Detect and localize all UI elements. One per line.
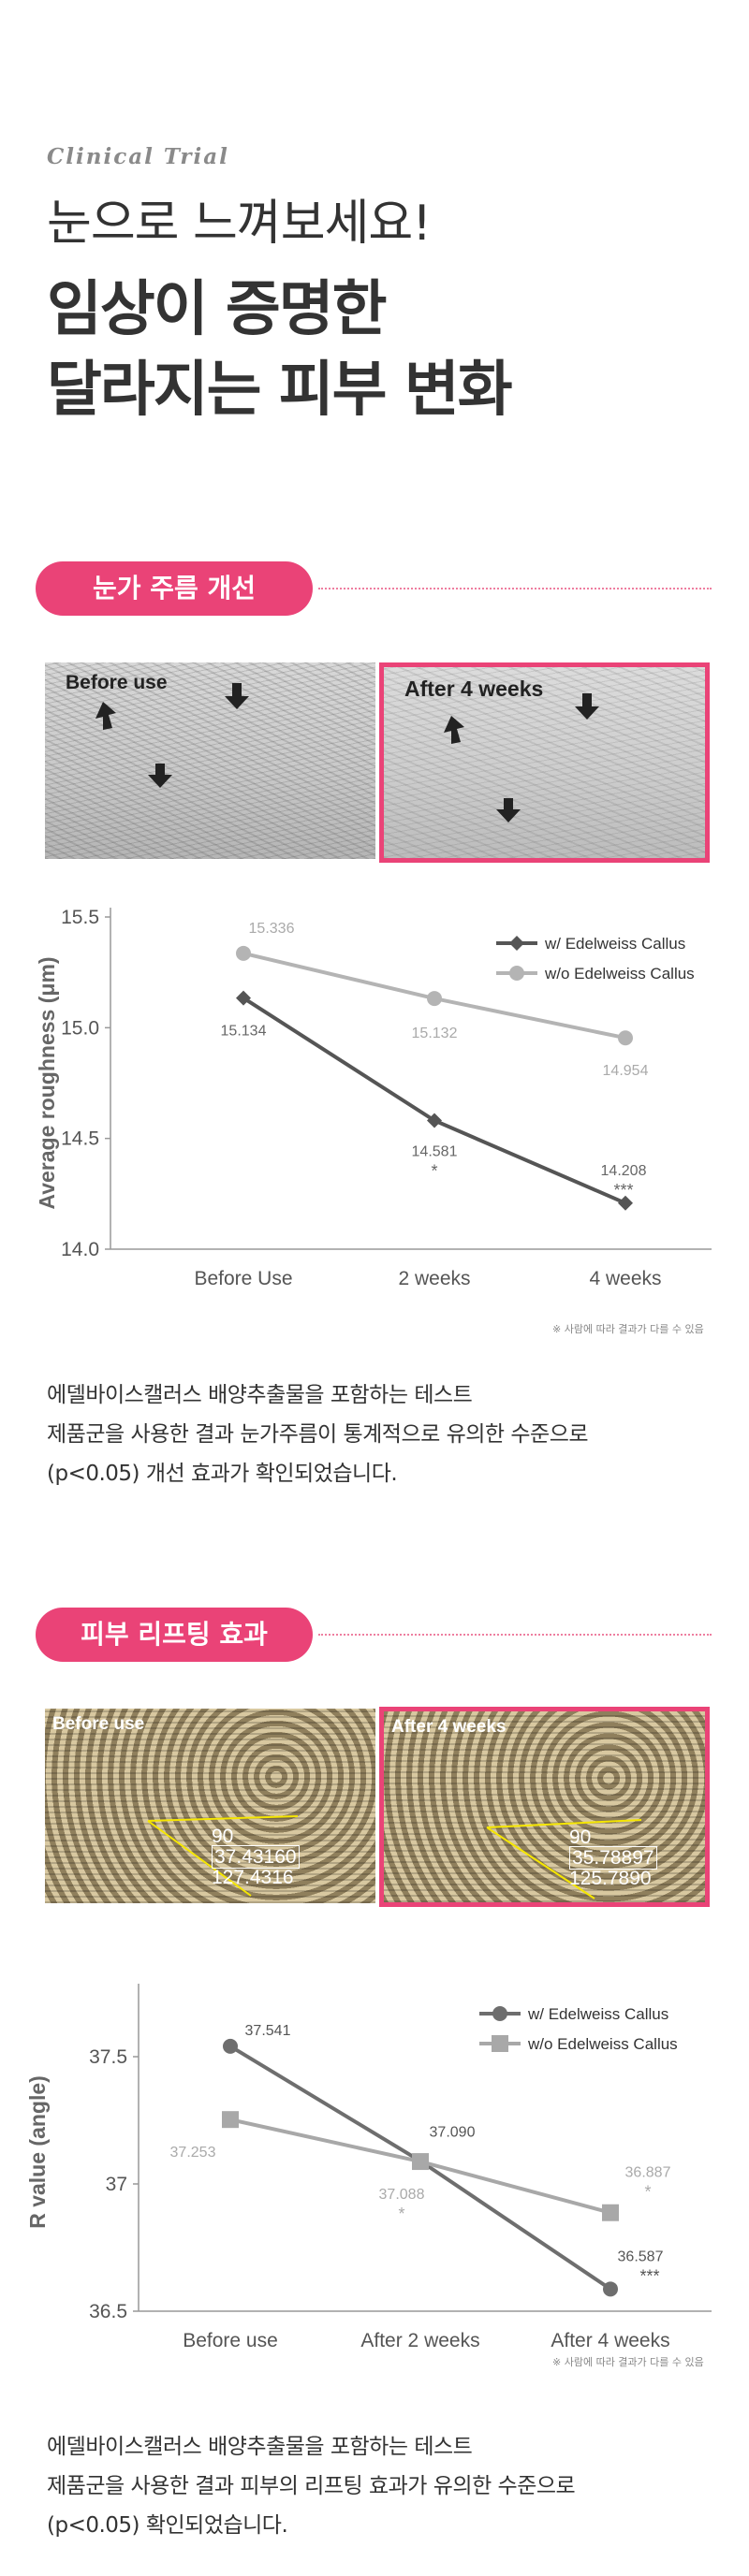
roughness-chart: 14.0 14.5 15.0 15.5 Before Use 2 weeks 4 weeks… [35,907,712,1289]
legend-label: w/ Edelweiss Callus [544,935,685,953]
legend-label: w/ Edelweiss Callus [527,2005,668,2023]
data-label: 37.253 [170,2145,216,2161]
paragraph-line: (p<0.05) 확인되었습니다. [47,2513,288,2538]
headline-intro: 눈으로 느껴보세요! [47,196,432,252]
result-paragraph: 에델바이스캘러스 배양추출물을 포함하는 테스트 제품군을 사용한 결과 피부의… [47,2427,576,2545]
data-point [236,990,251,1006]
data-label: 36.887 [625,2165,671,2181]
photo-label-before: Before use [66,672,168,693]
measure-readout: 90 37.43160 127.4316 [212,1826,300,1888]
significance-mark: * [644,2183,651,2202]
eyebrow-text: Clinical Trial [47,144,229,169]
legend-label: w/o Edelweiss Callus [527,2035,678,2053]
legend-marker [509,966,524,981]
data-point [602,2204,619,2221]
paragraph-line: 제품군을 사용한 결과 피부의 리프팅 효과가 유의한 수준으로 [47,2474,576,2498]
x-tick-label: 2 weeks [398,1268,470,1289]
photo-wrinkle-before: Before use [45,662,375,859]
y-tick-label: 15.5 [61,907,99,928]
arrow-icons [444,693,599,822]
arrow-icons [95,683,249,788]
data-point [223,2038,238,2054]
photo-label-after: After 4 weeks [404,677,544,701]
measure-readout: 90 35.78897 125.7890 [569,1827,657,1889]
x-tick-label: After 4 weeks [551,2330,669,2349]
section-divider [318,1634,712,1636]
data-point [618,1030,633,1046]
x-tick-label: After 2 weeks [360,2330,479,2349]
result-paragraph: 에델바이스캘러스 배양추출물을 포함하는 테스트 제품군을 사용한 결과 눈가주… [47,1375,589,1493]
chart-note: ※ 사람에 따라 결과가 다를 수 있음 [552,2356,704,2368]
section-divider [318,588,712,589]
section-badge-lifting: 피부 리프팅 효과 [36,1608,313,1662]
photo-lifting-before: Before use 90 37.43160 127.4316 [45,1709,375,1903]
headline-main-line1: 임상이 증명한 [47,275,388,344]
y-tick-label: 37 [106,2174,127,2195]
r-value-chart: 36.5 37 37.5 Before use After 2 weeks After 4… [25,1984,712,2349]
data-point [618,1195,633,1211]
significance-mark: *** [613,1181,633,1200]
data-point [236,945,251,961]
measure-angle: 90 [569,1826,592,1848]
headline-main: 임상이 증명한 달라지는 피부 변화 [47,269,513,430]
legend-marker [492,2035,508,2052]
data-label: 37.088 [379,2187,425,2203]
photo-lifting-after: After 4 weeks 90 35.78897 125.7890 [379,1707,710,1907]
section-badge-wrinkle: 눈가 주름 개선 [36,561,313,616]
photo-label-before: Before use [52,1714,145,1734]
paragraph-line: 제품군을 사용한 결과 눈가주름이 통계적으로 유의한 수준으로 [47,1422,589,1447]
data-label: 15.336 [249,921,295,937]
x-tick-label: 4 weeks [589,1268,661,1289]
significance-mark: *** [639,2266,659,2285]
photo-label-after: After 4 weeks [391,1717,507,1737]
y-tick-label: 14.0 [61,1239,99,1260]
data-label: 36.587 [618,2249,664,2264]
measure-lines [486,1819,642,1899]
measure-r2: 127.4316 [212,1867,294,1888]
y-axis-title: R value (angle) [25,2075,50,2229]
y-tick-label: 36.5 [89,2301,127,2322]
paragraph-line: 에델바이스캘러스 배양추출물을 포함하는 테스트 [47,2435,473,2459]
data-label: 14.954 [603,1063,649,1079]
data-point [222,2111,239,2129]
arrow-icon [575,693,599,720]
measure-angle: 90 [212,1826,234,1847]
measure-r1: 35.78897 [569,1846,657,1870]
measure-lines [147,1815,299,1897]
paragraph-line: 에델바이스캘러스 배양추출물을 포함하는 테스트 [47,1383,473,1407]
data-point [412,2153,429,2171]
measure-r2: 125.7890 [569,1868,652,1889]
significance-mark: * [398,2205,404,2223]
significance-mark: * [431,1161,437,1180]
legend-label: w/o Edelweiss Callus [544,965,695,982]
data-label: 37.090 [430,2125,476,2141]
x-tick-label: Before Use [194,1268,292,1289]
legend-marker [509,936,524,951]
arrow-icon [496,798,521,822]
data-label: 15.134 [221,1024,267,1040]
y-tick-label: 37.5 [89,2046,127,2068]
y-tick-label: 14.5 [61,1128,99,1150]
arrow-icon [148,764,172,788]
legend-marker [492,2006,507,2021]
arrow-icon [95,702,116,730]
y-tick-label: 15.0 [61,1017,99,1039]
data-label: 37.541 [245,2023,291,2039]
data-point [603,2281,618,2297]
x-tick-label: Before use [183,2330,278,2349]
data-point [427,991,442,1007]
data-label: 14.581 [412,1143,458,1159]
y-axis-title: Average roughness (μm) [35,956,59,1209]
headline-main-line2: 달라지는 피부 변화 [47,356,513,425]
measure-r1: 37.43160 [212,1845,300,1869]
photo-wrinkle-after: After 4 weeks [379,662,710,863]
arrow-icon [444,716,464,744]
data-point [427,1113,442,1128]
paragraph-line: (p<0.05) 개선 효과가 확인되었습니다. [47,1462,398,1486]
data-label: 15.132 [412,1026,458,1041]
arrow-icon [225,683,249,709]
data-label: 14.208 [601,1163,647,1179]
chart-note: ※ 사람에 따라 결과가 다를 수 있음 [552,1323,704,1335]
